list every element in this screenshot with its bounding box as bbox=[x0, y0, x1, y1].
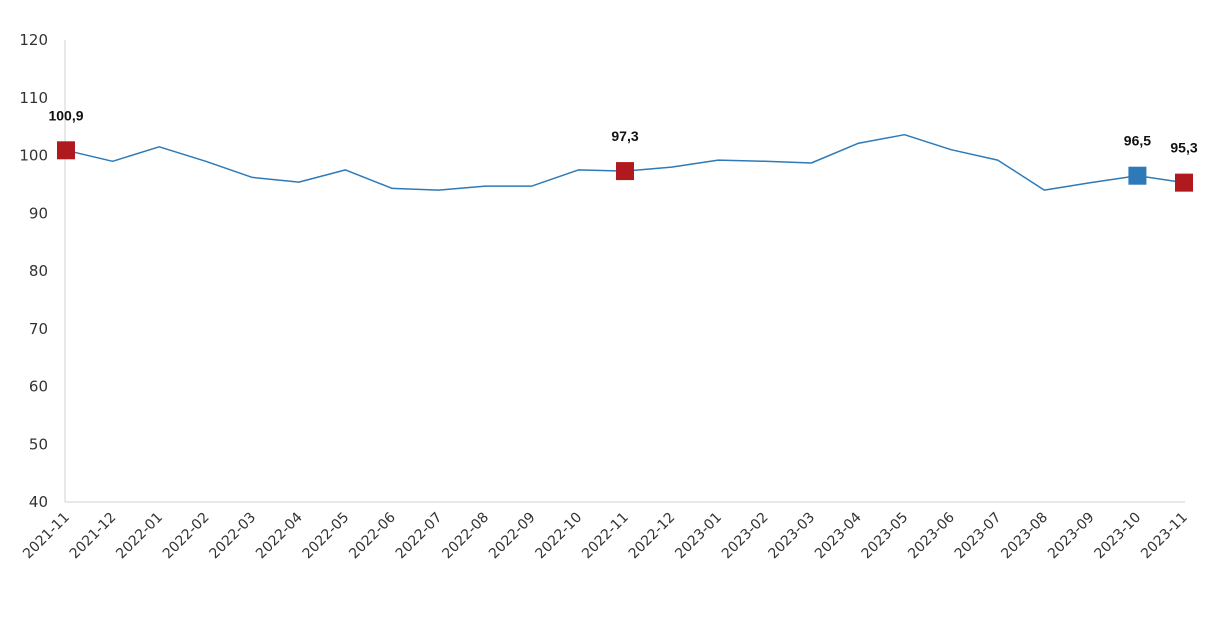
x-tick-label: 2022-02 bbox=[160, 510, 213, 563]
x-tick-label: 2023-03 bbox=[765, 510, 818, 563]
x-tick-label: 2023-07 bbox=[952, 510, 1005, 563]
y-tick-label: 80 bbox=[29, 262, 48, 280]
highlight-marker bbox=[616, 162, 634, 181]
x-tick-label: 2023-11 bbox=[1138, 510, 1191, 563]
x-tick-label: 2022-03 bbox=[206, 510, 259, 563]
data-label: 97,3 bbox=[611, 128, 638, 144]
highlight-markers bbox=[57, 141, 1193, 192]
y-tick-label: 70 bbox=[29, 320, 48, 338]
highlight-marker bbox=[1128, 166, 1147, 185]
x-tick-label: 2023-08 bbox=[998, 510, 1051, 563]
x-tick-label: 2022-07 bbox=[393, 510, 446, 563]
x-tick-label: 2023-10 bbox=[1092, 510, 1145, 563]
x-tick-label: 2023-09 bbox=[1045, 510, 1098, 563]
x-tick-label: 2022-09 bbox=[486, 510, 539, 563]
highlight-marker bbox=[57, 141, 75, 160]
x-tick-label: 2022-12 bbox=[626, 510, 679, 563]
y-tick-label: 50 bbox=[29, 435, 48, 453]
x-tick-label: 2023-02 bbox=[719, 510, 772, 563]
x-tick-label: 2023-06 bbox=[905, 509, 958, 562]
x-tick-label: 2023-05 bbox=[859, 510, 912, 563]
x-tick-label: 2022-06 bbox=[346, 509, 399, 562]
x-tick-label: 2022-05 bbox=[300, 510, 353, 563]
y-tick-label: 60 bbox=[29, 378, 48, 396]
y-axis: 40 50 60 70 80 90 100 110 120 bbox=[19, 31, 66, 511]
data-labels: 100,9 97,3 96,5 95,3 bbox=[48, 107, 1197, 155]
y-tick-label: 120 bbox=[19, 31, 48, 49]
x-tick-label: 2022-10 bbox=[533, 510, 586, 563]
y-tick-label: 110 bbox=[19, 89, 48, 107]
x-tick-label: 2022-04 bbox=[253, 509, 306, 562]
highlight-marker bbox=[1175, 173, 1193, 192]
x-tick-label: 2022-11 bbox=[579, 510, 632, 563]
y-tick-label: 40 bbox=[29, 493, 48, 511]
x-tick-label: 2022-08 bbox=[439, 510, 492, 563]
x-tick-label: 2021-11 bbox=[20, 510, 73, 563]
y-tick-label: 90 bbox=[29, 204, 48, 222]
data-label: 95,3 bbox=[1170, 140, 1197, 156]
x-tick-label: 2022-01 bbox=[113, 510, 166, 563]
x-axis: 2021-112021-122022-012022-022022-032022-… bbox=[20, 501, 1191, 563]
x-tick-label: 2021-12 bbox=[67, 510, 120, 563]
y-tick-label: 100 bbox=[19, 147, 48, 165]
x-tick-label: 2023-04 bbox=[812, 509, 865, 562]
data-label: 96,5 bbox=[1124, 133, 1151, 149]
data-label: 100,9 bbox=[48, 107, 83, 123]
x-tick-label: 2023-01 bbox=[672, 510, 725, 563]
